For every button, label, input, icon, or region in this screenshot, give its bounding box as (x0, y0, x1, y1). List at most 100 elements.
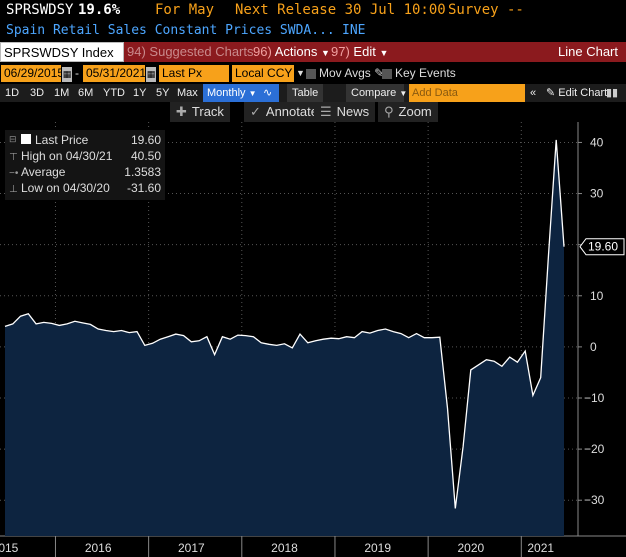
suggested-charts-label: Suggested Charts (149, 44, 254, 59)
survey-label: Survey -- (448, 2, 524, 18)
last-value-label: 19.60 (579, 238, 625, 256)
frequency-label: Monthly (207, 87, 246, 99)
add-data-input[interactable]: Add Data (409, 84, 525, 102)
y-tick-label: 40 (590, 135, 604, 149)
description-row: Spain Retail Sales Constant Prices SWDA.… (0, 21, 626, 41)
legend-low-label: Low on 04/30/20 (21, 181, 110, 195)
settings-icon[interactable]: ▮▮ (606, 87, 619, 99)
mov-avgs-label: Mov Avgs (319, 66, 371, 80)
legend-avg-value: 1.3583 (124, 165, 161, 179)
mov-avgs-toggle[interactable]: Mov Avgs ✎ (306, 65, 384, 82)
range-6m[interactable]: 6M (78, 87, 94, 99)
checkbox-icon (306, 68, 316, 79)
range-1m[interactable]: 1M (54, 87, 70, 99)
chevron-down-icon: ▼ (320, 48, 330, 58)
calendar-icon[interactable]: ▦ (62, 65, 72, 82)
range-row: 1D 3D 1M 6M YTD 1Y 5Y Max Monthly ▼ ∿ Ta… (0, 84, 626, 102)
news-label: News (336, 104, 370, 119)
date-separator: - (75, 66, 79, 80)
x-tick-label: 2018 (271, 541, 298, 555)
security-header: SPRSWDSY 19.6% For May Next Release 30 J… (0, 0, 626, 21)
last-value: 19.6% (78, 2, 121, 18)
suggested-charts-menu[interactable]: 94) Suggested Charts (124, 42, 254, 62)
currency-select[interactable]: Local CCY (232, 65, 294, 82)
range-max[interactable]: Max (177, 87, 198, 99)
x-axis: 2015 2016 2017 2018 2019 2020 2021 (0, 536, 554, 557)
x-tick-label: 2015 (0, 541, 19, 555)
range-ytd[interactable]: YTD (103, 87, 125, 99)
actions-menu[interactable]: 96) Actions ▼ (250, 42, 330, 62)
x-tick-label: 2019 (364, 541, 391, 555)
source-label: INE (342, 23, 366, 38)
y-axis: 403020100−10−20−30 (578, 135, 605, 507)
checkbox-icon (382, 68, 392, 79)
track-button[interactable]: ✚ Track (170, 102, 230, 122)
series-swatch (21, 134, 31, 144)
zoom-button[interactable]: ⚲ Zoom (378, 102, 438, 122)
last-value-flag (579, 238, 625, 256)
key-events-toggle[interactable]: Key Events (382, 65, 456, 82)
end-date-input[interactable]: 05/31/2021 (83, 65, 146, 82)
low-marker-icon: ⊥ (9, 184, 18, 195)
compare-select[interactable]: Compare ▼ (346, 84, 408, 102)
start-date-input[interactable]: 06/29/2015 (1, 65, 64, 82)
high-marker-icon: ⊤ (9, 152, 18, 163)
next-release-label: Next Release 30 Jul 10:00 (235, 2, 446, 18)
annotate-label: Annotate (265, 104, 318, 119)
actions-label: Actions (274, 44, 318, 59)
crosshair-icon: ✚ (176, 104, 187, 119)
pencil-icon[interactable]: ✎ (374, 66, 385, 80)
legend-low-value: -31.60 (126, 181, 161, 195)
chart-legend: ⊟ Last Price 19.60 ⊤ High on 04/30/21 40.… (5, 130, 165, 200)
chevron-down-icon: ▼ (379, 48, 389, 58)
pencil-icon: ✎ (546, 87, 556, 99)
key-events-label: Key Events (395, 66, 456, 80)
collapse-icon[interactable]: « (530, 87, 537, 99)
frequency-select[interactable]: Monthly ▼ (203, 84, 261, 102)
edit-menu[interactable]: 97) Edit ▼ (328, 42, 388, 62)
line-chart[interactable]: 403020100−10−20−30 201520162017201820192… (0, 122, 626, 557)
suggested-charts-number: 94) (127, 44, 146, 59)
legend-last-value: 19.60 (130, 133, 161, 147)
news-button[interactable]: ☰ News (314, 102, 376, 122)
chevron-down-icon: ▼ (248, 89, 257, 98)
actions-number: 96) (253, 44, 272, 59)
x-tick-label: 2020 (457, 541, 484, 555)
collapse-legend-icon[interactable]: ⊟ (9, 134, 17, 144)
y-tick-label: −10 (584, 391, 605, 405)
chart-controls-row: 06/29/2015 ▦ - 05/31/2021 ▦ Last Px Loca… (0, 64, 626, 83)
edit-label: Edit (353, 44, 376, 59)
range-5y[interactable]: 5Y (156, 87, 170, 99)
chart-series-line (4, 139, 565, 509)
ticker-label: SPRSWDSY (6, 2, 74, 18)
y-tick-label: 10 (590, 289, 604, 303)
compare-label: Compare (351, 87, 397, 99)
price-field-select[interactable]: Last Px (159, 65, 229, 82)
chart-type-label: Line Chart (558, 44, 618, 59)
range-3d[interactable]: 3D (30, 87, 45, 99)
ticker-input[interactable]: SPRSWDSY Index (0, 42, 124, 62)
chevron-down-icon: ▼ (399, 89, 408, 98)
zoom-label: Zoom (398, 104, 432, 119)
average-marker-icon: −• (9, 168, 19, 179)
edit-number: 97) (331, 44, 350, 59)
line-chart-icon[interactable]: ∿ (259, 84, 279, 102)
x-tick-label: 2021 (527, 541, 554, 555)
period-label: For May (155, 2, 215, 18)
edit-chart-label: Edit Chart (558, 87, 608, 99)
annotate-button[interactable]: ✓ Annotate (244, 102, 324, 122)
last-value-flag-text: 19.60 (588, 240, 618, 254)
calendar-icon[interactable]: ▦ (146, 65, 156, 82)
chevron-down-icon[interactable]: ▼ (296, 68, 305, 78)
legend-avg-label: Average (21, 165, 66, 179)
range-1d[interactable]: 1D (5, 87, 20, 99)
table-button[interactable]: Table (287, 84, 324, 102)
x-tick-label: 2017 (178, 541, 205, 555)
edit-chart-button[interactable]: ✎ Edit Chart (546, 84, 607, 102)
y-tick-label: 0 (590, 340, 597, 354)
range-1y[interactable]: 1Y (133, 87, 147, 99)
security-description: Spain Retail Sales Constant Prices SWDA.… (6, 23, 335, 38)
menu-bar: SPRSWDSY Index 94) Suggested Charts 96) … (0, 42, 626, 62)
y-tick-label: −20 (584, 442, 605, 456)
chart-area-fill (5, 139, 564, 536)
